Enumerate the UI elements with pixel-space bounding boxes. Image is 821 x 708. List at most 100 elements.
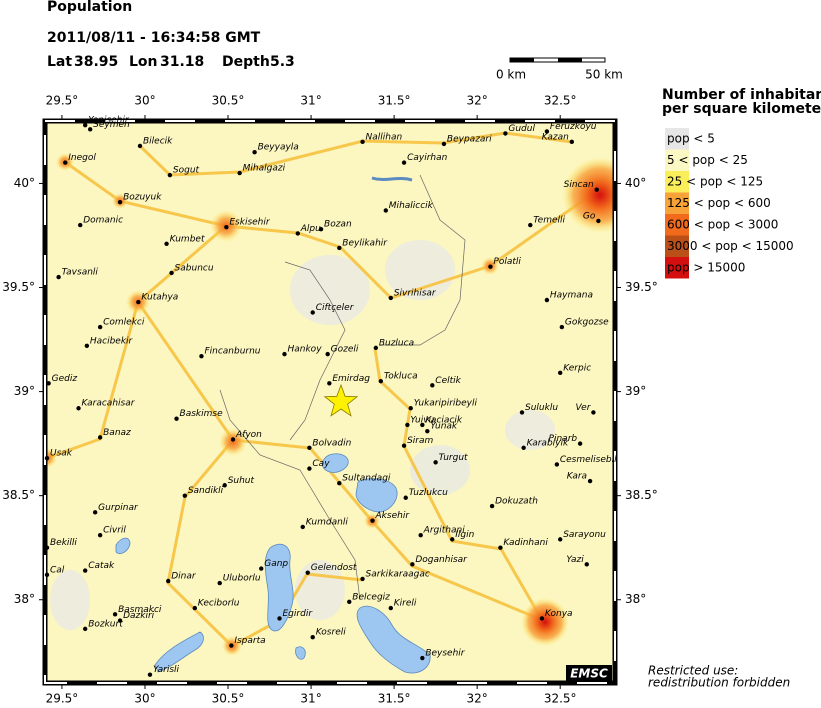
town-marker bbox=[378, 378, 384, 384]
town-label: Suhut bbox=[228, 476, 255, 486]
town-marker bbox=[166, 578, 171, 584]
town-label: Bozan bbox=[324, 220, 352, 230]
town-label: Tuzlukcu bbox=[409, 488, 448, 498]
town-label: Domanic bbox=[83, 216, 123, 226]
town-marker bbox=[97, 533, 103, 538]
map-area bbox=[45, 121, 615, 683]
legend-swatch bbox=[665, 149, 689, 171]
legend-swatch bbox=[665, 192, 689, 214]
town-label: Usak bbox=[50, 449, 73, 459]
town-label: Baskimse bbox=[180, 409, 224, 419]
legend-title: Number of inhabitants bbox=[662, 87, 821, 103]
lon-tick-label: 30.5° bbox=[212, 692, 245, 705]
town-label: Sarkikaraagac bbox=[366, 569, 430, 579]
town-label: Yarisli bbox=[153, 665, 180, 675]
town-marker bbox=[405, 422, 410, 428]
town-marker bbox=[78, 222, 83, 228]
legend-swatch bbox=[665, 128, 689, 150]
lat-tick-label: 39° bbox=[625, 384, 646, 398]
lon-tick-label: 30° bbox=[134, 94, 155, 108]
town-marker bbox=[82, 122, 88, 128]
town-marker bbox=[117, 199, 123, 205]
town-label: Dokuzath bbox=[495, 497, 538, 507]
town-label: Basmakci bbox=[118, 605, 162, 615]
town-label: Cay bbox=[312, 459, 330, 469]
town-label: Bilecik bbox=[143, 136, 173, 146]
town-label: Egirdir bbox=[283, 609, 314, 619]
town-label: Inegol bbox=[68, 153, 96, 163]
river bbox=[371, 176, 413, 182]
town-label: Celtik bbox=[435, 376, 461, 386]
town-marker bbox=[237, 170, 242, 176]
town-marker bbox=[401, 443, 407, 448]
town-marker bbox=[300, 524, 305, 530]
town-marker bbox=[307, 466, 312, 471]
town-label: Mihaliccik bbox=[389, 201, 434, 211]
town-label: Yenisehir bbox=[88, 116, 130, 126]
town-label: Ilgin bbox=[455, 530, 474, 540]
town-label: Bozuyuk bbox=[123, 193, 162, 203]
town-marker bbox=[418, 533, 423, 538]
town-marker bbox=[137, 143, 143, 149]
usage-note: redistribution forbidden bbox=[648, 676, 790, 690]
legend-label: 25 < pop < 125 bbox=[667, 175, 763, 189]
town-marker bbox=[56, 274, 61, 280]
town-marker bbox=[337, 480, 342, 486]
epicenter-star bbox=[323, 383, 359, 417]
town-label: Belcegiz bbox=[352, 592, 390, 602]
town-label: Kadinhani bbox=[503, 538, 548, 548]
town-label: Civril bbox=[103, 526, 126, 536]
town-marker bbox=[44, 456, 50, 461]
lon-label: Lon bbox=[129, 54, 158, 70]
town-marker bbox=[76, 406, 81, 411]
town-label: Kaciacik bbox=[425, 415, 463, 425]
town-marker bbox=[199, 354, 204, 359]
town-label: Gokgozse bbox=[565, 318, 609, 328]
lakes bbox=[115, 453, 431, 674]
town-marker bbox=[347, 599, 352, 605]
lon-tick-label: 29.5° bbox=[46, 94, 79, 108]
town-marker bbox=[557, 370, 563, 376]
town-marker bbox=[224, 224, 229, 230]
town-label: Hankoy bbox=[287, 345, 322, 355]
town-marker bbox=[373, 345, 379, 351]
town-label: Karabiyik bbox=[527, 438, 569, 448]
town-label: Banaz bbox=[103, 428, 131, 438]
town-label: Nallihan bbox=[366, 132, 403, 142]
town-label: Aksehir bbox=[375, 511, 411, 521]
town-marker bbox=[360, 576, 365, 582]
town-label: Comlekci bbox=[103, 318, 145, 328]
town-label: Tavsanli bbox=[62, 268, 99, 278]
town-marker bbox=[310, 635, 315, 640]
town-marker bbox=[410, 562, 415, 567]
town-label: Kutahya bbox=[141, 293, 178, 303]
town-label: Hacibekir bbox=[90, 336, 134, 346]
town-marker bbox=[164, 241, 169, 247]
lon-tick-label: 31.5° bbox=[378, 94, 411, 108]
lon-tick-label: 32° bbox=[467, 94, 488, 108]
town-label: Yunak bbox=[430, 422, 458, 432]
town-label: Kireli bbox=[394, 599, 417, 609]
lon-value: 31.18 bbox=[160, 54, 204, 70]
lat-tick-label: 40° bbox=[14, 176, 35, 190]
legend-label: 5 < pop < 25 bbox=[667, 153, 748, 167]
town-label: Afyon bbox=[235, 430, 262, 440]
town-marker bbox=[307, 445, 312, 450]
town-label: Sincan bbox=[564, 180, 594, 190]
town-marker bbox=[46, 381, 51, 386]
town-label: Gudul bbox=[508, 124, 535, 134]
town-marker bbox=[425, 428, 430, 434]
town-marker bbox=[217, 580, 222, 586]
lon-tick-label: 29.5° bbox=[46, 692, 79, 705]
town-marker bbox=[82, 568, 88, 573]
town-marker bbox=[327, 381, 332, 386]
town-marker bbox=[433, 460, 438, 465]
town-label: Kumdanli bbox=[306, 517, 349, 527]
lon-tick-label: 30.5° bbox=[212, 94, 245, 108]
town-label: Ciftçeler bbox=[316, 303, 355, 313]
town-label: Kosreli bbox=[316, 628, 347, 638]
town-marker bbox=[167, 172, 173, 178]
town-label: Fincanburnu bbox=[204, 347, 260, 357]
town-marker bbox=[544, 129, 550, 134]
